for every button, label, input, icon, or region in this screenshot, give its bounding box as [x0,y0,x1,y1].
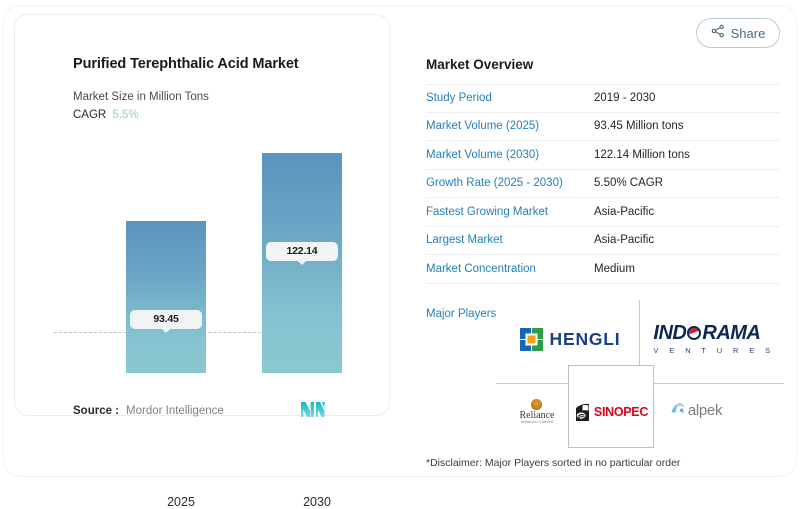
cagr-row: CAGR 5.5% [73,109,139,121]
share-button[interactable]: Share [696,18,780,48]
hengli-wordmark: HENGLI [549,328,621,349]
row-label: Study Period [426,92,492,105]
hengli-mark-icon [519,327,543,351]
row-label: Growth Rate (2025 - 2030) [426,177,563,190]
source-name: Mordor Intelligence [126,405,224,417]
sinopec-logo-icon: SINOPEC [573,402,649,422]
indorama-subtitle: V E N T U R E S [653,346,775,355]
row-value: 5.50% CAGR [594,177,664,190]
alpek-mark-icon [670,400,687,421]
share-button-label: Share [730,25,766,41]
table-row: Market Concentration Medium [426,255,780,284]
cagr-label: CAGR [73,109,107,121]
alpek-wordmark: alpek [687,401,723,419]
logo-cell-reliance: Reliance Industries Limited [506,392,568,432]
indorama-ventures-logo-icon: IND RAMA V E N T U R E S [653,323,774,355]
table-row: Largest Market Asia-Pacific [426,227,780,255]
table-row: Growth Rate (2025 - 2030) 5.50% CAGR [426,170,780,198]
logo-cell-sinopec: SINOPEC [570,392,652,432]
chart-card: Purified Terephthalic Acid Market Market… [14,14,390,509]
row-value: Asia-Pacific [594,205,655,218]
source-row: Source : Mordor Intelligence [73,402,373,417]
reliance-industries-logo-icon: Reliance Industries Limited [519,399,555,425]
market-overview-title: Market Overview [426,57,534,72]
major-players-title: Major Players [426,308,497,320]
row-label: Market Volume (2025) [426,120,540,133]
bar-chart-plot-area: 93.45 122.14 2025 2030 [30,133,376,509]
row-label: Market Concentration [426,262,536,275]
bar-2025[interactable] [126,221,206,373]
indorama-wordmark: IND RAMA [653,322,761,344]
bar-value-label-2025: 93.45 [130,310,202,333]
chart-title: Purified Terephthalic Acid Market [73,56,299,72]
alpek-logo-icon: alpek [670,400,722,421]
source-label: Source : [73,405,120,417]
table-row: Market Volume (2025) 93.45 Million tons [426,113,780,141]
x-axis-tick-2025: 2025 [167,495,195,509]
row-value: 122.14 Million tons [594,148,690,161]
sinopec-mark-icon [573,402,592,422]
bar-value-label-2030: 122.14 [266,242,338,265]
row-label: Largest Market [426,234,503,247]
indorama-circle-icon [687,326,702,340]
logo-cell-alpek: alpek [660,394,732,426]
reliance-flame-icon [531,399,543,411]
share-nodes-icon [711,24,725,43]
logo-cell-hengli: HENGLI [502,322,638,356]
page-root: Purified Terephthalic Acid Market Market… [0,0,800,482]
row-value: 2019 - 2030 [594,92,656,105]
table-row: Fastest Growing Market Asia-Pacific [426,198,780,227]
row-value: 93.45 Million tons [594,120,684,133]
x-axis-tick-2030: 2030 [303,495,331,509]
major-players-logo-grid: HENGLI IND RAMA V E N T U R E S Reliance … [496,300,784,448]
players-disclaimer: *Disclaimer: Major Players sorted in no … [426,457,681,469]
market-overview-table: Study Period 2019 - 2030 Market Volume (… [426,84,780,284]
cagr-value: 5.5% [112,109,139,121]
row-label: Fastest Growing Market [426,205,549,218]
row-value: Medium [594,262,635,275]
row-label: Market Volume (2030) [426,148,540,161]
right-panel: Share Market Overview Study Period 2019 … [404,14,788,469]
table-row: Study Period 2019 - 2030 [426,84,780,113]
reliance-subtitle: Industries Limited [521,420,553,425]
table-row: Market Volume (2030) 122.14 Million tons [426,141,780,170]
chart-subtitle: Market Size in Million Tons [73,91,209,103]
hengli-logo-icon: HENGLI [519,327,621,351]
reliance-wordmark: Reliance [519,410,555,422]
grid-vertical-divider [639,300,640,372]
sinopec-wordmark: SINOPEC [593,405,649,419]
logo-cell-indorama: IND RAMA V E N T U R E S [644,318,784,360]
mordor-intelligence-logo-icon [300,400,326,418]
row-value: Asia-Pacific [594,234,655,247]
